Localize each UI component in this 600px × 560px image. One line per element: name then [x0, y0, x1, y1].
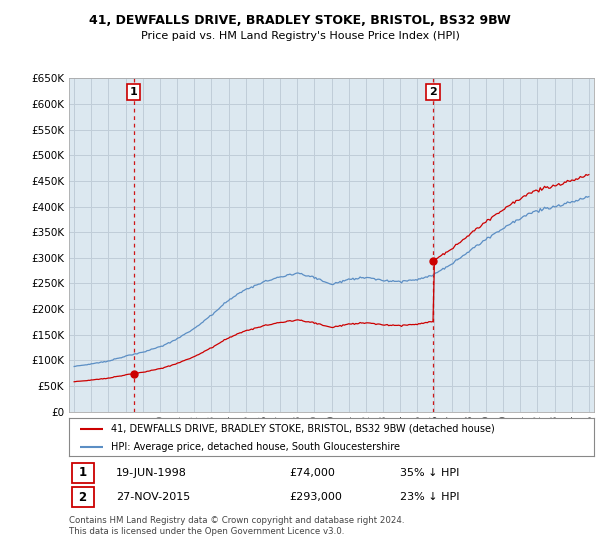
- FancyBboxPatch shape: [71, 487, 94, 507]
- Text: 2: 2: [79, 491, 87, 504]
- Text: 23% ↓ HPI: 23% ↓ HPI: [400, 492, 459, 502]
- Text: 27-NOV-2015: 27-NOV-2015: [116, 492, 191, 502]
- Text: 41, DEWFALLS DRIVE, BRADLEY STOKE, BRISTOL, BS32 9BW (detached house): 41, DEWFALLS DRIVE, BRADLEY STOKE, BRIST…: [111, 424, 495, 434]
- FancyBboxPatch shape: [71, 463, 94, 483]
- Text: 35% ↓ HPI: 35% ↓ HPI: [400, 468, 459, 478]
- Text: Contains HM Land Registry data © Crown copyright and database right 2024.
This d: Contains HM Land Registry data © Crown c…: [69, 516, 404, 536]
- Text: 1: 1: [130, 87, 137, 97]
- Text: 1: 1: [79, 466, 87, 479]
- Text: 2: 2: [429, 87, 437, 97]
- Text: 19-JUN-1998: 19-JUN-1998: [116, 468, 187, 478]
- Text: £293,000: £293,000: [290, 492, 343, 502]
- Text: 41, DEWFALLS DRIVE, BRADLEY STOKE, BRISTOL, BS32 9BW: 41, DEWFALLS DRIVE, BRADLEY STOKE, BRIST…: [89, 14, 511, 27]
- Text: Price paid vs. HM Land Registry's House Price Index (HPI): Price paid vs. HM Land Registry's House …: [140, 31, 460, 41]
- Text: £74,000: £74,000: [290, 468, 335, 478]
- Text: HPI: Average price, detached house, South Gloucestershire: HPI: Average price, detached house, Sout…: [111, 442, 400, 452]
